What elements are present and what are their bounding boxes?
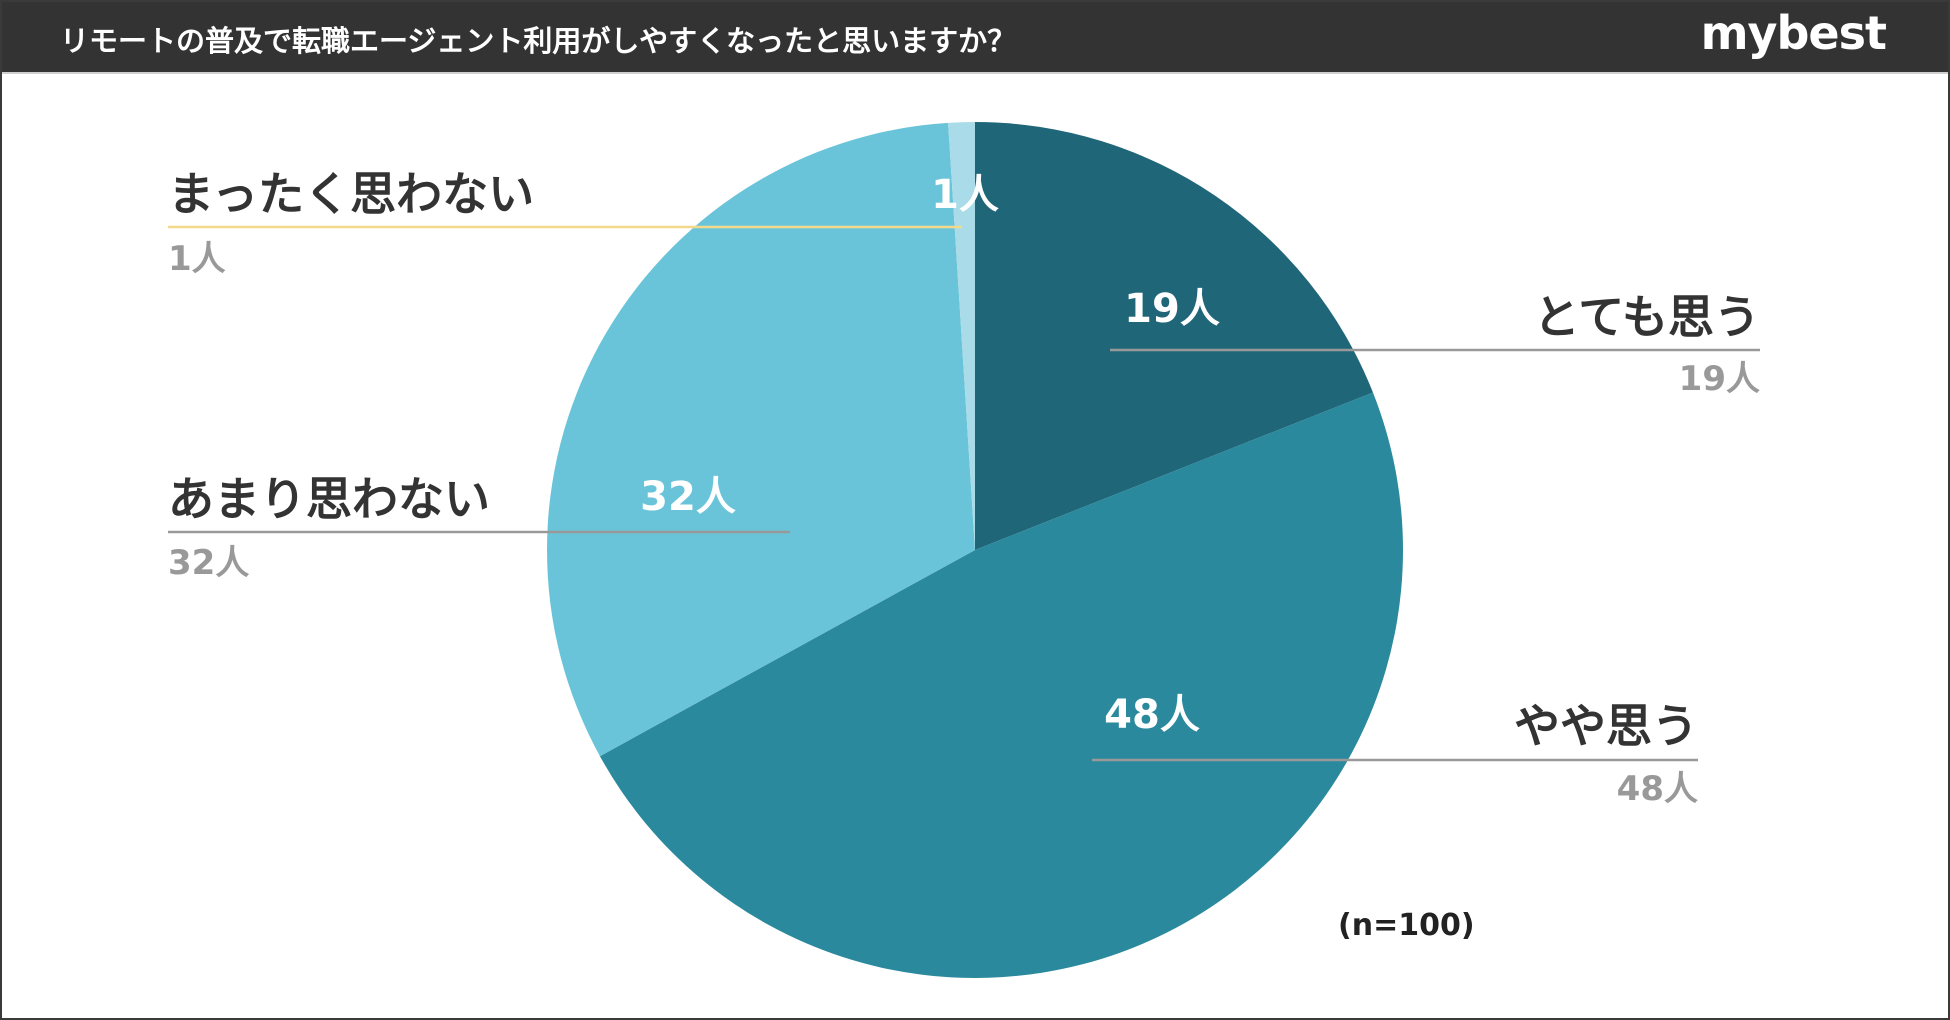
brand-logo: mybest bbox=[1700, 6, 1887, 60]
slice-value-mattaku-omowanai: 1人 bbox=[931, 172, 999, 218]
pie-slice-mattaku-omowanai bbox=[948, 122, 975, 550]
pie-slice-totemo-omou bbox=[975, 122, 1373, 550]
category-label-totemo-omou: とても思う bbox=[1534, 290, 1760, 344]
category-count-amari-omowanai: 32人 bbox=[168, 543, 249, 583]
category-count-totemo-omou: 19人 bbox=[1679, 359, 1760, 399]
header-divider bbox=[2, 72, 1948, 74]
sample-size-note: (n=100) bbox=[1338, 908, 1475, 943]
category-count-mattaku-omowanai: 1人 bbox=[168, 239, 226, 279]
category-label-yaya-omou: やや思う bbox=[1514, 699, 1698, 753]
chart-header: リモートの普及で転職エージェント利用がしやすくなったと思いますか？ mybest bbox=[2, 2, 1948, 72]
slice-value-yaya-omou: 48人 bbox=[1104, 692, 1200, 738]
pie-slice-amari-omowanai bbox=[547, 122, 975, 757]
category-count-yaya-omou: 48人 bbox=[1617, 769, 1698, 809]
slice-value-totemo-omou: 19人 bbox=[1124, 286, 1220, 332]
category-label-amari-omowanai: あまり思わない bbox=[168, 472, 490, 526]
pie-slice-yaya-omou bbox=[599, 392, 1403, 978]
chart-title: リモートの普及で転職エージェント利用がしやすくなったと思いますか？ bbox=[60, 24, 1017, 58]
slice-value-amari-omowanai: 32人 bbox=[640, 474, 736, 520]
category-label-mattaku-omowanai: まったく思わない bbox=[168, 167, 534, 221]
